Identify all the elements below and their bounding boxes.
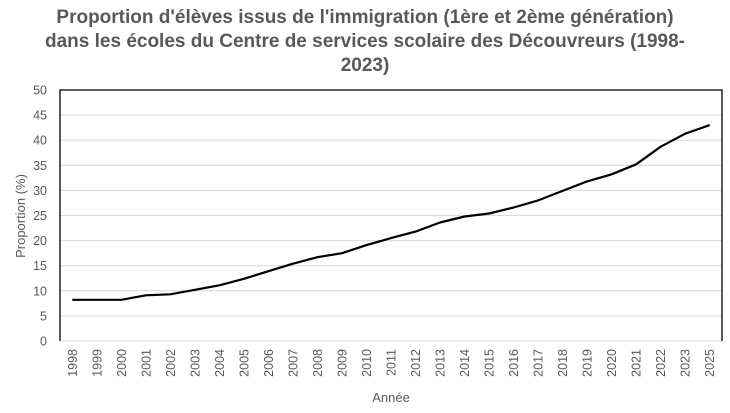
x-tick-label: 2011 <box>385 349 399 376</box>
x-tick-label: 2002 <box>164 349 178 377</box>
series-group <box>72 124 711 301</box>
x-tick-label: 2003 <box>188 349 202 377</box>
x-tick-label: 2004 <box>213 349 227 377</box>
x-tick-label: 2010 <box>360 349 374 377</box>
y-tick-label: 20 <box>33 234 47 248</box>
plot-frame <box>59 89 723 341</box>
y-tick-label: 50 <box>33 84 47 98</box>
gridlines <box>60 114 722 342</box>
x-tick-label: 2021 <box>630 349 644 377</box>
x-tick-label: 2023 <box>679 349 693 377</box>
x-tick-label: 2009 <box>335 349 349 377</box>
y-tick-label: 45 <box>33 109 47 123</box>
x-axis-ticks: 1998 1999 2000 2001 2002 2003 2004 2005 2006 2007… <box>66 349 717 377</box>
x-tick-label: 2018 <box>556 349 570 377</box>
y-tick-label: 0 <box>40 335 47 349</box>
y-tick-label: 15 <box>33 259 47 273</box>
x-tick-label: 2019 <box>581 349 595 377</box>
y-tick-label: 30 <box>33 184 47 198</box>
x-tick-label: 2000 <box>115 349 129 377</box>
y-tick-label: 35 <box>33 159 47 173</box>
chart-title-line-1: Proportion d'élèves issus de l'immigrati… <box>56 7 674 28</box>
x-tick-label: 2001 <box>139 349 153 377</box>
x-tick-label: 1999 <box>90 349 104 377</box>
x-tick-label: 2016 <box>507 349 521 377</box>
x-tick-label: 2005 <box>237 349 251 377</box>
chart-title-line-3: 2023) <box>340 55 390 76</box>
x-tick-label: 2025 <box>703 349 717 377</box>
chart-title: Proportion d'élèves issus de l'immigrati… <box>0 6 730 78</box>
x-tick-label: 1998 <box>66 349 80 377</box>
x-tick-label: 2006 <box>262 349 276 377</box>
x-tick-label: 2008 <box>311 349 325 377</box>
y-axis-ticks: 0 5 10 15 20 25 30 35 40 45 50 <box>33 84 47 349</box>
x-axis-title: Année <box>372 390 410 405</box>
y-axis-title: Proportion (%) <box>13 174 28 258</box>
x-tick-label: 2014 <box>458 349 472 377</box>
y-tick-label: 5 <box>40 309 47 323</box>
series-line <box>72 124 711 301</box>
y-tick-label: 25 <box>33 209 47 223</box>
chart-title-line-2: dans les écoles du Centre de services sc… <box>45 31 685 52</box>
x-tick-label: 2020 <box>605 349 619 377</box>
x-tick-label: 2022 <box>654 349 668 377</box>
y-tick-label: 10 <box>33 284 47 298</box>
x-tick-label: 2007 <box>286 349 300 377</box>
x-tick-label: 2015 <box>483 349 497 377</box>
x-tick-label: 2017 <box>532 349 546 377</box>
x-tick-label: 2013 <box>434 349 448 377</box>
y-tick-label: 40 <box>33 134 47 148</box>
x-tick-label: 2012 <box>409 349 423 377</box>
plot-border <box>59 89 723 341</box>
